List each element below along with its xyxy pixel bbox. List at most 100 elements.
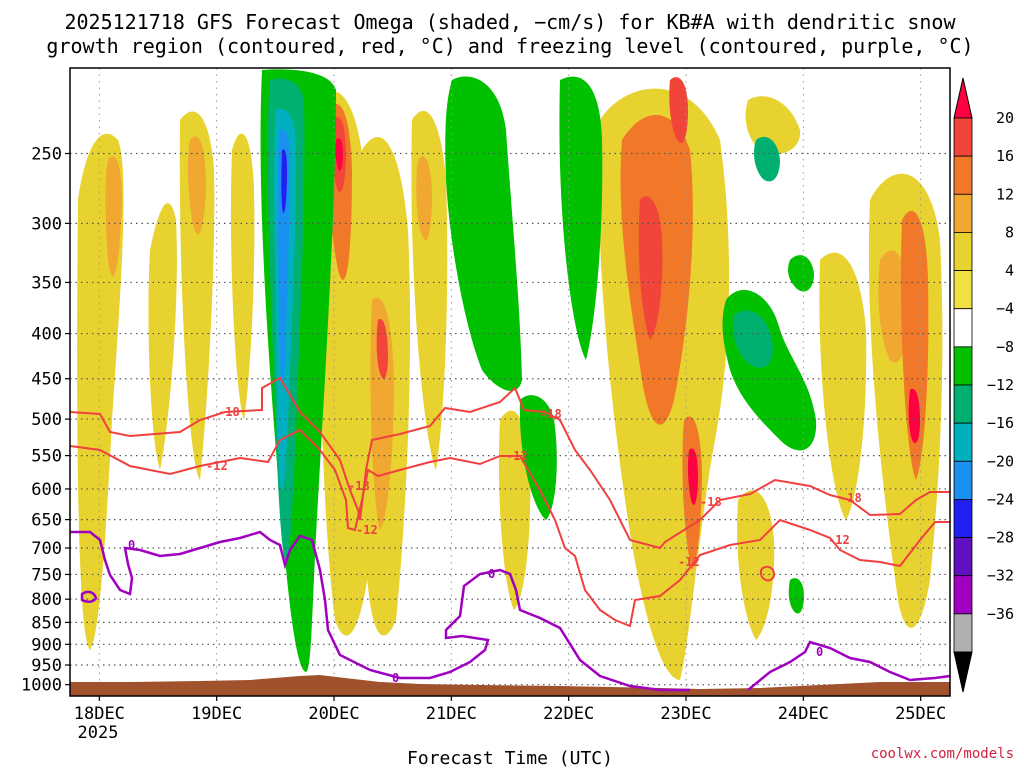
colorbar-label-11: −28 xyxy=(987,529,1014,547)
y-tick-label-950: 950 xyxy=(31,656,62,676)
colorbar-label-9: −20 xyxy=(987,452,1014,470)
colorbar-swatch-2 xyxy=(953,155,973,195)
contour-minus-18 xyxy=(70,376,950,550)
label-minus-18-a: -18 xyxy=(218,405,240,419)
contour-minus-12-small-loop xyxy=(759,565,776,582)
y-tick-label-250: 250 xyxy=(31,144,62,164)
x-axis-ticks: 18DEC 19DEC 20DEC 21DEC 22DEC 23DEC 24DEC 25DEC xyxy=(74,696,946,724)
colorbar-swatch-5 xyxy=(953,270,973,310)
y-tick-label-800: 800 xyxy=(31,590,62,610)
contour-labels: -18 -18 -18 -18 -18 -12 -12 -12 -12 -12 … xyxy=(128,405,862,685)
x-tick-label-23DEC: 23DEC xyxy=(660,704,711,724)
x-gridlines xyxy=(98,68,922,696)
y-tick-label-400: 400 xyxy=(31,325,62,345)
colorbar-swatch-6 xyxy=(953,308,973,348)
x-axis-label: Forecast Time (UTC) xyxy=(407,748,613,768)
colorbar-label-5: −4 xyxy=(996,300,1014,318)
omega-band-day19c-yellow xyxy=(230,133,255,420)
label-minus-12-b: -12 xyxy=(356,523,378,537)
omega-band-day25b-peak xyxy=(908,388,920,444)
y-tick-label-750: 750 xyxy=(31,565,62,585)
label-zero-c: 0 xyxy=(488,567,495,581)
y-tick-label-550: 550 xyxy=(31,447,62,467)
colorbar-swatch-12 xyxy=(953,537,973,577)
colorbar-label-12: −32 xyxy=(987,567,1014,585)
label-minus-18-c: -18 xyxy=(540,407,562,421)
colorbar-label-8: −16 xyxy=(987,414,1014,432)
omega-band-day23b-red xyxy=(669,77,688,143)
colorbar-label-10: −24 xyxy=(987,490,1014,508)
chart-title-line-2: growth region (contoured, red, °C) and f… xyxy=(46,34,973,58)
terrain-ground xyxy=(70,675,950,696)
colorbar-top-arrow xyxy=(953,77,973,119)
y-tick-label-700: 700 xyxy=(31,539,62,559)
colorbar-label-3: 8 xyxy=(1005,223,1014,241)
x-axis-year: 2025 xyxy=(78,723,119,743)
colorbar: 20 16 12 8 4 −4 −8 −12 −16 −20 −24 −28 −32 −36 xyxy=(953,77,1014,693)
label-minus-18-e: -18 xyxy=(840,491,862,505)
colorbar-swatch-1 xyxy=(953,117,973,157)
x-tick-label-24DEC: 24DEC xyxy=(778,704,829,724)
plot-area: -18 -18 -18 -18 -18 -12 -12 -12 -12 -12 … xyxy=(69,67,951,697)
label-zero-b: 0 xyxy=(392,671,399,685)
y-tick-label-350: 350 xyxy=(31,273,62,293)
omega-sink-day21-green xyxy=(445,76,522,391)
colorbar-swatch-3 xyxy=(953,193,973,233)
contour-zero-east xyxy=(747,640,950,691)
y-axis-ticks: 2503003504004505005506006507007508008509… xyxy=(21,144,70,696)
watermark: coolwx.com/models xyxy=(871,746,1014,762)
colorbar-label-0: 20 xyxy=(996,109,1014,127)
freezing-level-contours xyxy=(70,530,950,692)
omega-band-day20-peak xyxy=(335,138,343,171)
y-tick-label-450: 450 xyxy=(31,370,62,390)
contour-zero-small-loop xyxy=(80,590,98,603)
x-tick-label-20DEC: 20DEC xyxy=(308,704,359,724)
contour-minus-12 xyxy=(70,428,950,628)
x-tick-label-22DEC: 22DEC xyxy=(543,704,594,724)
colorbar-swatch-13 xyxy=(953,575,973,615)
x-tick-label-25DEC: 25DEC xyxy=(895,704,946,724)
plot-frame xyxy=(69,67,951,697)
omega-band-day25b-orange xyxy=(900,210,929,480)
omega-sink-day19-blue xyxy=(278,129,290,382)
omega-band-day18-orange xyxy=(105,156,122,277)
colorbar-label-2: 12 xyxy=(996,185,1014,203)
x-tick-label-21DEC: 21DEC xyxy=(426,704,477,724)
omega-sink-day24-teal xyxy=(733,310,773,368)
colorbar-swatch-7 xyxy=(953,346,973,386)
label-minus-12-d: -12 xyxy=(678,555,700,569)
colorbar-swatch-9 xyxy=(953,422,973,462)
colorbar-label-13: −36 xyxy=(987,605,1014,623)
colorbar-swatch-10 xyxy=(953,460,973,500)
omega-sink-day22b-green xyxy=(559,76,603,360)
omega-band-day21-orange xyxy=(416,156,432,240)
label-minus-18-b: -18 xyxy=(348,479,370,493)
label-minus-12-e: -12 xyxy=(828,533,850,547)
omega-sink-day22-green xyxy=(519,395,557,520)
y-tick-label-850: 850 xyxy=(31,613,62,633)
y-tick-label-300: 300 xyxy=(31,214,62,234)
y-tick-label-900: 900 xyxy=(31,635,62,655)
label-zero-d: 0 xyxy=(816,645,823,659)
colorbar-swatch-8 xyxy=(953,384,973,424)
colorbar-swatch-11 xyxy=(953,499,973,538)
x-tick-label-18DEC: 18DEC xyxy=(74,704,125,724)
omega-band-day24c-yellow xyxy=(819,252,867,520)
colorbar-label-1: 16 xyxy=(996,147,1014,165)
y-tick-label-1000: 1000 xyxy=(21,676,62,696)
omega-band-day20b-orange xyxy=(370,297,394,530)
omega-band-day19b-yellow xyxy=(179,111,215,481)
omega-band-day19b-orange xyxy=(187,136,206,235)
omega-sink-day24b-teal xyxy=(754,136,780,182)
label-minus-18-d: -18 xyxy=(700,495,722,509)
omega-sink-day19-deepblue xyxy=(281,149,287,214)
y-tick-label-650: 650 xyxy=(31,511,62,531)
dgz-contours xyxy=(70,376,950,628)
x-tick-label-19DEC: 19DEC xyxy=(191,704,242,724)
y-tick-label-600: 600 xyxy=(31,480,62,500)
colorbar-swatch-4 xyxy=(953,232,973,271)
omega-band-day24-yellow xyxy=(737,490,775,640)
label-minus-12-a: -12 xyxy=(206,459,228,473)
colorbar-label-4: 4 xyxy=(1005,262,1014,280)
